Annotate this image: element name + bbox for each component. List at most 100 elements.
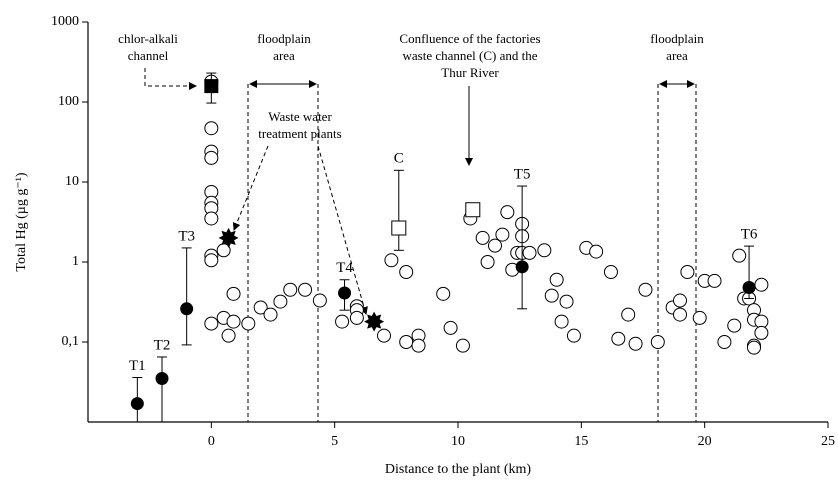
point [180, 302, 194, 316]
point [707, 273, 722, 288]
point [465, 202, 481, 218]
point [391, 220, 407, 236]
y-tick-label: 0,1 [62, 334, 80, 349]
annotation: area [666, 48, 688, 63]
wwtp-arrow [232, 145, 269, 231]
point [204, 253, 219, 268]
point [155, 371, 169, 385]
x-tick-label: 0 [208, 434, 215, 449]
point [218, 227, 239, 248]
x-axis-label: Distance to the plant (km) [385, 462, 532, 477]
point [549, 272, 564, 287]
point [253, 300, 268, 315]
point [273, 294, 288, 309]
point [754, 325, 769, 340]
point [673, 307, 687, 322]
point [204, 79, 219, 94]
point [488, 238, 502, 253]
point-label: T3 [178, 228, 195, 244]
point [500, 205, 515, 220]
point [515, 260, 529, 274]
point [480, 255, 495, 269]
point [650, 335, 665, 349]
point [312, 293, 327, 308]
point [537, 243, 552, 258]
annotation: waste channel (C) and the [402, 48, 537, 63]
point [338, 286, 352, 300]
point [717, 335, 732, 349]
point [204, 150, 219, 165]
point [621, 307, 636, 322]
chlor-alkali-arrow [144, 68, 197, 90]
point [335, 314, 350, 329]
point [544, 288, 559, 303]
y-tick-label: 10 [65, 174, 79, 189]
point [204, 121, 219, 136]
point-label: T5 [514, 166, 531, 182]
point [628, 336, 643, 351]
point [364, 311, 385, 332]
annotation: floodplain [257, 31, 311, 46]
point [554, 314, 569, 329]
point [673, 293, 687, 308]
point [384, 253, 399, 268]
point [226, 286, 241, 301]
point [611, 331, 626, 346]
x-tick-label: 5 [331, 434, 338, 449]
point-label: T1 [129, 358, 146, 374]
point [475, 230, 490, 245]
annotation: channel [128, 48, 169, 63]
annotation: area [273, 48, 295, 63]
point [692, 310, 707, 325]
y-tick-label: 1000 [51, 14, 79, 29]
x-tick-label: 20 [698, 434, 712, 449]
point-label: T6 [741, 227, 758, 243]
point [399, 335, 414, 349]
point [241, 316, 256, 331]
point [559, 294, 574, 309]
x-tick-label: 15 [574, 434, 588, 449]
annotation: Waste water [268, 109, 332, 124]
point [411, 338, 426, 353]
point [754, 277, 769, 292]
point [263, 307, 278, 322]
point [221, 328, 236, 343]
point-label: T2 [154, 337, 171, 353]
annotation: floodplain [650, 31, 704, 46]
point [283, 282, 298, 297]
wwtp-arrow [317, 145, 368, 315]
point [747, 340, 761, 355]
point [680, 264, 695, 279]
point [566, 328, 581, 343]
point [436, 286, 451, 301]
point [589, 244, 604, 259]
point [495, 227, 510, 242]
y-axis-label: Total Hg (µg g⁻¹) [14, 172, 29, 271]
point [298, 282, 313, 297]
point-label: T4 [336, 260, 353, 276]
point [455, 338, 470, 353]
point [204, 211, 219, 226]
point [349, 310, 364, 325]
point [732, 248, 747, 263]
point [226, 314, 241, 329]
annotation: Confluence of the factories [399, 31, 540, 46]
annotation: chlor-alkali [118, 31, 178, 46]
x-tick-label: 10 [451, 434, 465, 449]
point [399, 264, 414, 279]
point [742, 281, 756, 295]
point [443, 320, 458, 335]
y-tick-label: 1 [72, 254, 79, 269]
x-tick-label: 25 [821, 434, 835, 449]
point-label: C [394, 151, 404, 167]
point [204, 316, 219, 331]
point [638, 282, 653, 297]
point [377, 328, 391, 343]
point [727, 318, 742, 333]
point [522, 245, 537, 260]
annotation: Thur River [441, 65, 499, 80]
point [603, 264, 618, 279]
point [130, 397, 144, 411]
annotation: treatment plants [258, 126, 341, 141]
